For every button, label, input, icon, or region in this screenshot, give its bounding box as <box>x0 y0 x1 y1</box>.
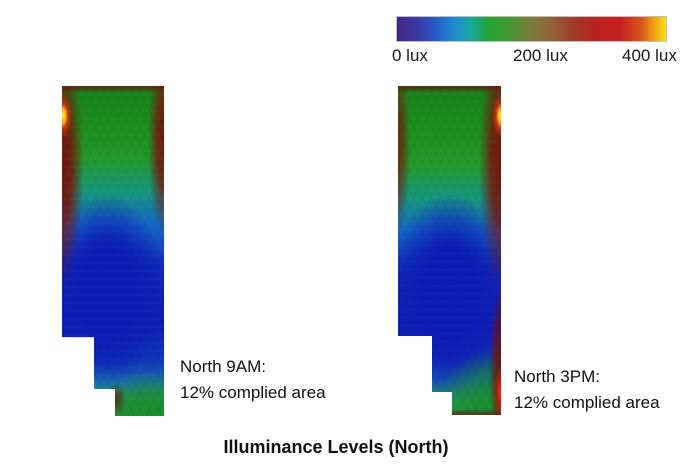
legend-tick-0lux: 0 lux <box>392 46 428 65</box>
legend-tick-200lux: 200 lux <box>513 46 568 65</box>
caption-north-3pm-line2: 12% complied area <box>514 393 660 412</box>
color-scale-gradient-bar <box>396 16 667 42</box>
legend-tick-400lux: 400 lux <box>622 46 677 65</box>
caption-north-3pm: North 3PM: 12% complied area <box>514 364 660 416</box>
caption-north-3pm-line1: North 3PM: <box>514 367 600 386</box>
figure-title: Illuminance Levels (North) <box>223 437 449 457</box>
caption-north-9am-line1: North 9AM: <box>180 357 266 376</box>
heatmap-north-9am <box>62 86 164 416</box>
caption-north-9am-line2: 12% complied area <box>180 383 326 402</box>
heatmap-north-3pm <box>398 86 501 415</box>
caption-north-9am: North 9AM: 12% complied area <box>180 354 326 406</box>
